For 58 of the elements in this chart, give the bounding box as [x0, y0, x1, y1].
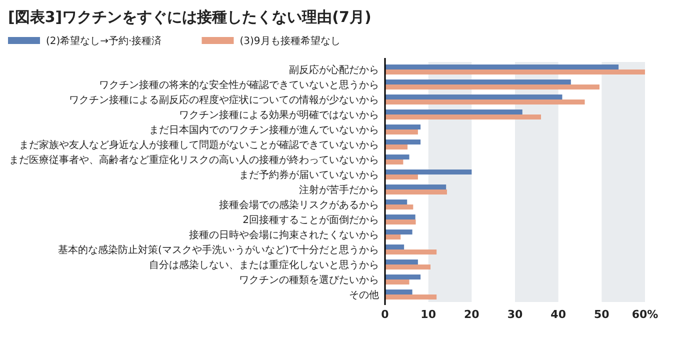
x-tick-label: 40: [550, 308, 566, 321]
bar: [385, 220, 416, 224]
bar: [385, 114, 541, 120]
bar: [385, 244, 404, 250]
y-tick-label: その他: [349, 289, 379, 301]
bar: [385, 274, 421, 280]
y-tick-label: まだ医療従事者や、高齢者など重症化リスクの高い人の接種が終わっていないから: [9, 154, 379, 166]
bar: [385, 144, 408, 150]
bar: [385, 64, 619, 70]
legend-label: (3)9月も接種希望なし: [240, 35, 340, 47]
bar: [385, 174, 418, 180]
bar: [385, 94, 562, 100]
y-tick-label: 自分は感染しない、または重症化しないと思うから: [149, 259, 379, 271]
y-tick-label: 2回接種することが面倒だから: [242, 214, 379, 226]
y-tick-label: 接種の日時や会場に拘束されたくないから: [189, 229, 379, 241]
bar: [385, 100, 585, 104]
bar: [385, 84, 600, 90]
bar: [385, 170, 472, 174]
bar: [385, 110, 522, 114]
y-tick-label: 注射が苦手だから: [299, 184, 379, 196]
bar: [385, 214, 416, 220]
x-tick-label: 50: [594, 308, 610, 321]
y-tick-label: 基本的な感染防止対策(マスクや手洗い·うがいなど)で十分だと思うから: [58, 244, 379, 256]
bar: [385, 290, 412, 294]
bar: [385, 70, 645, 74]
text: [図表3]ワクチンをすぐには接種したくない理由(7月): [8, 8, 372, 26]
y-tick-label: ワクチン接種の将来的な安全性が確認できていないと思うから: [99, 79, 379, 91]
bar: [385, 250, 437, 254]
bar: [385, 184, 446, 190]
y-tick-label: 副反応が心配だから: [289, 64, 379, 76]
bar: [385, 234, 401, 240]
y-tick-label: ワクチン接種による副反応の程度や症状についての情報が少ないから: [69, 94, 379, 106]
y-tick-label: まだ予約券が届いていないから: [239, 169, 379, 181]
x-tick-label: 60%: [632, 308, 658, 321]
bar: [385, 204, 414, 210]
bar: [385, 200, 408, 204]
bar: [385, 160, 404, 164]
x-tick-label: 30: [507, 308, 523, 321]
y-tick-label: ワクチンの種類を選びたいから: [239, 274, 379, 286]
y-tick-label: ワクチン接種による効果が明確ではないから: [179, 109, 379, 121]
bar: [385, 140, 421, 144]
x-tick-label: 20: [464, 308, 480, 321]
bar: [385, 80, 571, 84]
x-tick-label: 10: [420, 308, 436, 321]
bar: [385, 130, 418, 134]
bar: [385, 190, 447, 194]
x-tick-label: 0: [381, 308, 390, 321]
legend-label: (2)希望なし→予約·接種済: [46, 35, 162, 47]
y-tick-label: まだ家族や友人など身近な人が接種して問題がないことが確認できていないから: [19, 139, 379, 151]
bar: [385, 154, 410, 160]
bar: [385, 124, 421, 130]
y-tick-label: 接種会場での感染リスクがあるから: [219, 199, 379, 211]
bar: [385, 294, 437, 300]
bar: [385, 230, 412, 234]
bar: [385, 264, 430, 270]
bar: [385, 280, 410, 284]
y-tick-label: まだ日本国内でのワクチン接種が進んでいないから: [149, 124, 379, 136]
bar: [385, 260, 418, 264]
